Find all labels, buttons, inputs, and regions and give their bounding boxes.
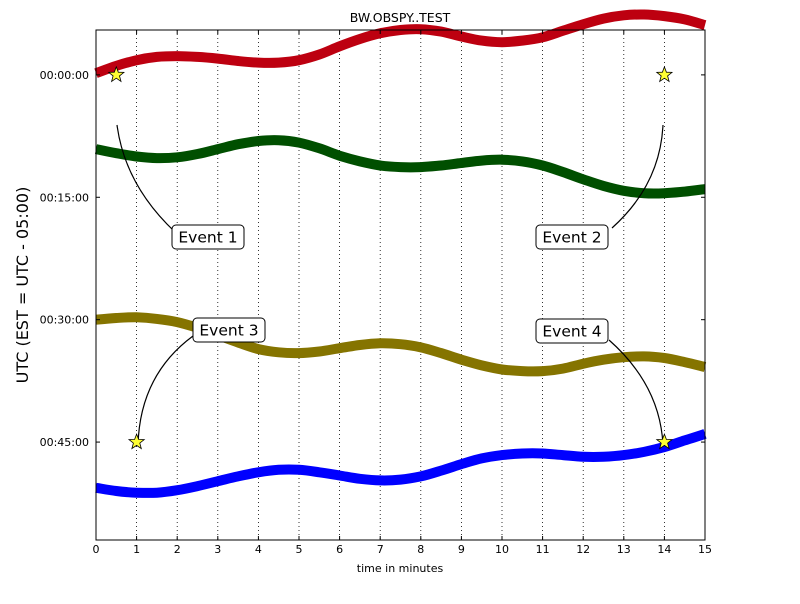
event-label-box-4	[535, 318, 609, 344]
x-tick-label-14: 14	[657, 543, 671, 556]
x-tick-label-1: 1	[133, 543, 140, 556]
event-connector-4	[608, 339, 664, 446]
annotation-layer: Event 1 Event 2 Event 3 Event 4	[107, 65, 674, 450]
event-label-4: Event 4	[542, 323, 601, 341]
y-tick-label-45: 00:45:00	[40, 436, 89, 449]
x-tick-label-2: 2	[174, 543, 181, 556]
event-star-marker-1	[107, 65, 125, 83]
chart-title: BW.OBSPY..TEST	[350, 10, 451, 25]
y-tick-label-15: 00:15:00	[40, 191, 89, 204]
y-axis-label: UTC (EST = UTC - 05:00)	[13, 187, 32, 384]
x-tick-label-8: 8	[417, 543, 424, 556]
series-line-2	[94, 135, 706, 199]
event-label-1: Event 1	[178, 229, 237, 247]
x-tick-label-5: 5	[296, 543, 303, 556]
event-connector-2	[611, 124, 664, 229]
x-tick-label-10: 10	[495, 543, 509, 556]
event-star-marker-2	[655, 65, 674, 83]
event-label-3: Event 3	[199, 322, 258, 340]
series-layer	[94, 9, 707, 498]
series-line-4	[95, 429, 707, 498]
x-tick-label-6: 6	[336, 543, 343, 556]
x-tick-label-3: 3	[214, 543, 221, 556]
x-tick-label-7: 7	[377, 543, 384, 556]
event-connector-1	[116, 124, 176, 233]
event-connector-3	[137, 335, 194, 446]
event-label-2: Event 2	[542, 229, 601, 247]
plot-frame	[95, 29, 706, 541]
y-tick-label-30: 00:30:00	[40, 314, 89, 327]
x-tick-label-15: 15	[698, 543, 712, 556]
axes-layer: 0 1 2 3 4 5 6 7 8 9 10 11 12 13 14 1500:00:0000:15:0000…	[40, 29, 712, 556]
event-label-box-1	[171, 224, 245, 250]
x-tick-label-12: 12	[576, 543, 590, 556]
event-star-marker-3	[127, 432, 146, 450]
event-label-box-2	[535, 224, 609, 250]
x-tick-label-11: 11	[536, 543, 550, 556]
grid-layer	[136, 30, 665, 540]
x-axis-label: time in minutes	[357, 562, 444, 575]
event-star-marker-4	[655, 432, 674, 450]
x-tick-label-4: 4	[255, 543, 262, 556]
x-tick-label-9: 9	[458, 543, 465, 556]
x-tick-label-13: 13	[617, 543, 631, 556]
y-tick-label-0: 00:00:00	[40, 69, 89, 82]
event-label-box-3	[192, 317, 266, 343]
x-tick-label-0: 0	[93, 543, 100, 556]
